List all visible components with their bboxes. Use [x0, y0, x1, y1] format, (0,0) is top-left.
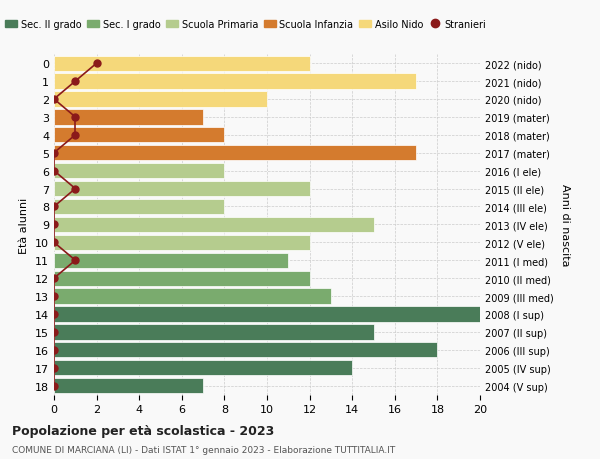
Bar — [54, 164, 224, 179]
Bar — [54, 92, 267, 107]
Y-axis label: Età alunni: Età alunni — [19, 197, 29, 253]
Bar — [54, 360, 352, 375]
Bar — [54, 74, 416, 90]
Bar — [54, 235, 310, 251]
Bar — [54, 199, 224, 215]
Bar — [54, 110, 203, 125]
Text: COMUNE DI MARCIANA (LI) - Dati ISTAT 1° gennaio 2023 - Elaborazione TUTTITALIA.I: COMUNE DI MARCIANA (LI) - Dati ISTAT 1° … — [12, 445, 395, 454]
Bar — [54, 289, 331, 304]
Bar — [54, 146, 416, 161]
Bar — [54, 378, 203, 393]
Bar — [54, 217, 373, 233]
Bar — [54, 56, 310, 72]
Text: Popolazione per età scolastica - 2023: Popolazione per età scolastica - 2023 — [12, 425, 274, 437]
Bar — [54, 182, 310, 197]
Bar — [54, 307, 480, 322]
Bar — [54, 342, 437, 358]
Bar — [54, 253, 289, 268]
Y-axis label: Anni di nascita: Anni di nascita — [560, 184, 570, 266]
Bar — [54, 271, 310, 286]
Legend: Sec. II grado, Sec. I grado, Scuola Primaria, Scuola Infanzia, Asilo Nido, Stran: Sec. II grado, Sec. I grado, Scuola Prim… — [1, 16, 490, 34]
Bar — [54, 128, 224, 143]
Bar — [54, 325, 373, 340]
